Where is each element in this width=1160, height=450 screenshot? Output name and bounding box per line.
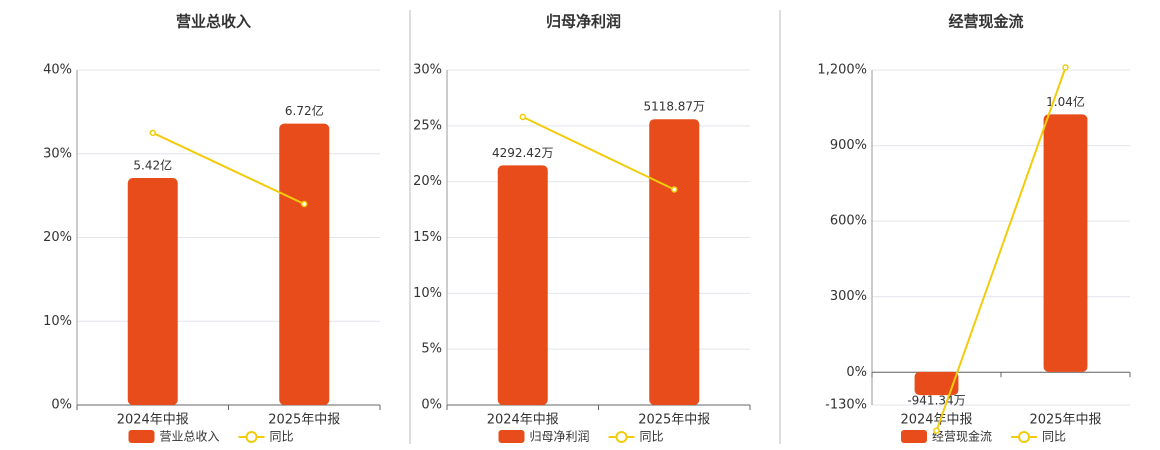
bar bbox=[127, 178, 178, 405]
bar bbox=[279, 123, 330, 405]
y-tick-label: 10% bbox=[43, 314, 72, 329]
line-marker bbox=[671, 186, 678, 193]
legend-swatch bbox=[498, 430, 525, 443]
y-tick-label: 30% bbox=[413, 63, 442, 78]
chart-title: 归母净利润 bbox=[546, 13, 621, 31]
x-tick-label: 2025年中报 bbox=[638, 413, 710, 428]
legend-label: 同比 bbox=[270, 430, 294, 444]
x-tick-label: 2024年中报 bbox=[117, 413, 189, 428]
line-marker bbox=[149, 129, 156, 137]
legend-swatch bbox=[128, 430, 155, 443]
y-tick-label: 30% bbox=[43, 146, 72, 161]
x-tick-label: 2024年中报 bbox=[487, 413, 559, 428]
y-tick-label: 25% bbox=[413, 118, 442, 133]
legend-marker bbox=[1018, 431, 1031, 443]
value-label: 5118.87万 bbox=[643, 100, 705, 114]
legend-label: 归母净利润 bbox=[530, 430, 590, 444]
y-tick-label: 40% bbox=[43, 63, 72, 78]
x-tick-label: 2025年中报 bbox=[1029, 413, 1101, 428]
x-tick-label: 2024年中报 bbox=[900, 413, 972, 428]
legend-label: 同比 bbox=[640, 430, 664, 444]
value-label: 6.72亿 bbox=[285, 103, 324, 118]
line-marker bbox=[519, 113, 526, 121]
legend-label: 同比 bbox=[1042, 430, 1066, 444]
line bbox=[152, 131, 305, 205]
y-tick-label: 15% bbox=[413, 230, 442, 245]
line bbox=[935, 67, 1067, 432]
y-tick-label: 0% bbox=[421, 398, 442, 413]
bar bbox=[497, 165, 548, 405]
line bbox=[522, 115, 675, 191]
value-label: -941.34万 bbox=[907, 394, 965, 408]
legend-marker bbox=[245, 431, 258, 443]
line-marker bbox=[1062, 64, 1069, 71]
bar bbox=[649, 119, 700, 406]
y-tick-label: 20% bbox=[43, 230, 72, 245]
chart-title: 营业总收入 bbox=[176, 13, 251, 31]
bar bbox=[1043, 114, 1088, 372]
y-tick-label: -130% bbox=[825, 398, 867, 413]
legend-swatch bbox=[901, 430, 927, 443]
y-tick-label: 20% bbox=[413, 174, 442, 189]
y-tick-label: 10% bbox=[413, 286, 442, 301]
line-marker bbox=[933, 427, 940, 434]
y-tick-label: 5% bbox=[421, 342, 442, 357]
bar bbox=[914, 371, 959, 396]
legend-label: 经营现金流 bbox=[932, 429, 992, 444]
y-tick-label: 0% bbox=[51, 398, 72, 413]
y-tick-label: 1,200% bbox=[817, 63, 867, 78]
y-tick-label: 600% bbox=[830, 214, 867, 229]
value-label: 4292.42万 bbox=[492, 146, 554, 160]
x-tick-label: 2025年中报 bbox=[268, 413, 340, 428]
line-marker bbox=[301, 200, 308, 208]
value-label: 5.42亿 bbox=[133, 158, 172, 173]
y-tick-label: 900% bbox=[830, 138, 867, 153]
legend-marker bbox=[615, 431, 628, 443]
legend-label: 营业总收入 bbox=[160, 430, 220, 444]
y-tick-label: 300% bbox=[830, 289, 867, 304]
y-tick-label: 0% bbox=[846, 365, 867, 380]
chart-title: 经营现金流 bbox=[948, 13, 1023, 31]
